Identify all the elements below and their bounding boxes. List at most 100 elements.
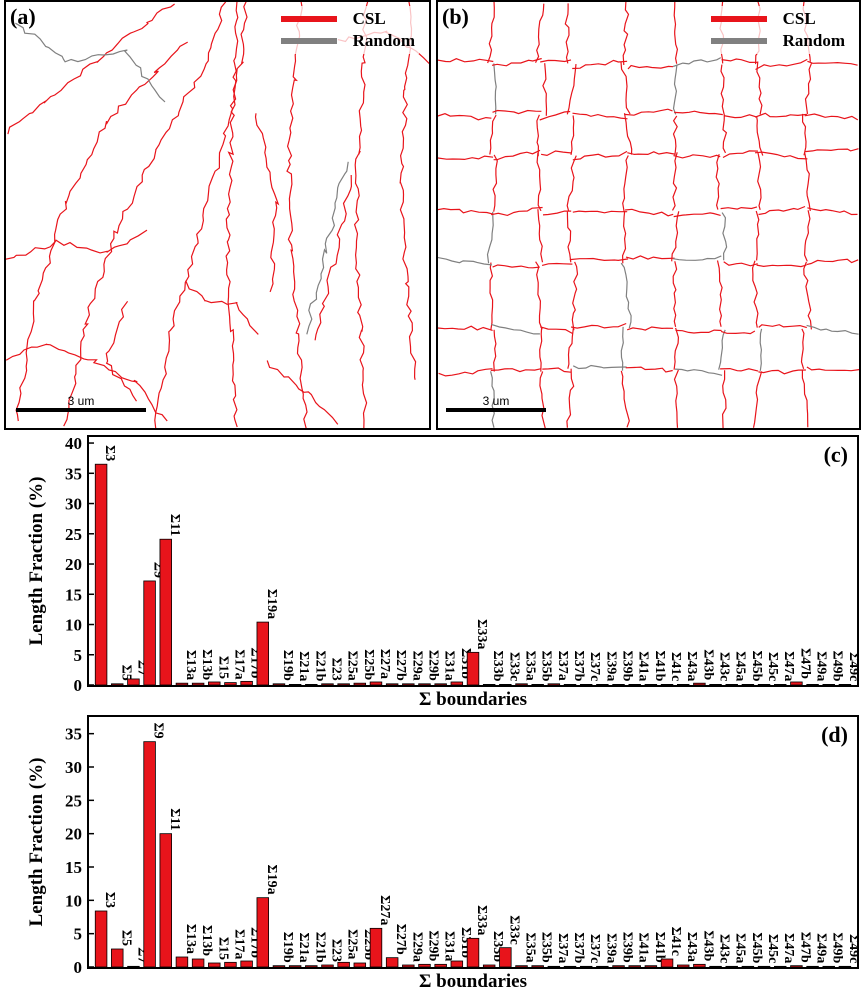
bar-Σ45b (741, 965, 755, 968)
grain-boundary (801, 369, 809, 428)
grain-boundary (540, 59, 572, 63)
y-tick-label: 10 (65, 616, 82, 635)
bar-Σ25a (337, 683, 350, 686)
grain-boundary (620, 326, 624, 371)
grain-boundary (537, 209, 544, 263)
grain-boundary (671, 211, 680, 262)
bar-label: Σ13a (183, 924, 198, 954)
grain-boundary (566, 368, 575, 428)
grain-boundary (399, 2, 417, 380)
bar-label: Σ27a (377, 895, 392, 925)
grain-boundary (564, 3, 570, 64)
bar-Σ29a (402, 683, 415, 686)
grain-boundary (572, 112, 628, 120)
bar-label: Σ11 (167, 514, 182, 536)
scale-bar-a: 3 um (16, 394, 146, 412)
grain-boundary (804, 152, 811, 212)
grain-boundary (306, 161, 349, 335)
legend-b: CSL Random (706, 6, 849, 54)
bar-Σ27a (369, 681, 383, 686)
bar-Σ43c (709, 683, 722, 686)
bar-Σ33c (499, 683, 512, 686)
bar-Σ45c (757, 683, 771, 686)
bar-label: Σ15 (215, 656, 230, 679)
panel-label: (c) (824, 442, 848, 467)
grain-boundary (539, 327, 543, 372)
bar-label: Σ25a (345, 929, 360, 959)
grain-boundary (723, 114, 758, 119)
bar-Σ35b (531, 683, 544, 686)
bar-Σ13b (191, 958, 205, 968)
grain-boundary (540, 150, 572, 157)
grain-boundary (6, 229, 148, 260)
grain-boundary (627, 64, 674, 70)
legend-swatch-random (710, 38, 767, 44)
bar-Σ21b (305, 965, 318, 968)
scale-bar-label: 3 um (67, 394, 95, 408)
bar-label: Σ43b (700, 649, 715, 680)
grain-boundary (572, 150, 628, 161)
bar-Σ49c (838, 683, 852, 686)
bar-label: Σ49b (830, 932, 845, 963)
bar-Σ31b (450, 960, 464, 968)
bar-Σ21a (288, 965, 302, 968)
grain-boundary (721, 212, 728, 261)
bar-Σ41a (628, 965, 641, 968)
bar-label: Σ5 (118, 930, 133, 946)
bar-label: Σ37b (571, 932, 586, 963)
grain-boundary (625, 255, 675, 260)
grain-boundary (569, 257, 629, 262)
bar-label: Σ21a (296, 933, 311, 963)
bar-Σ41c (660, 958, 674, 968)
y-tick-label: 10 (65, 891, 82, 910)
bar-label: Σ37b (571, 650, 586, 681)
bar-Σ5 (111, 683, 124, 686)
grain-boundary (720, 330, 756, 335)
grain-boundary (572, 59, 628, 70)
grain-boundary (438, 207, 494, 215)
bar-label: Σ19b (280, 650, 295, 681)
y-tick-label: 15 (65, 858, 82, 877)
bar-label: Σ35a (523, 651, 538, 681)
bar-Σ49b (822, 683, 835, 686)
bar-Σ37a (547, 683, 561, 686)
bar-Σ17a (224, 961, 237, 968)
grain-boundary (539, 371, 546, 428)
bar-label: Σ23 (328, 939, 343, 962)
grain-boundary (266, 360, 339, 425)
bar-Σ47a (774, 965, 787, 968)
grain-boundary (755, 210, 760, 261)
bar-label: Σ17a (231, 929, 246, 959)
grain-boundary (803, 210, 811, 262)
grain-boundary (7, 3, 175, 135)
grain-boundary (493, 149, 541, 161)
y-tick-label: 0 (74, 676, 83, 695)
bar-Σ27b (385, 957, 399, 968)
grain-boundary (673, 2, 679, 64)
grain-boundary (623, 113, 633, 155)
grain-boundary (807, 60, 858, 66)
grain-boundary (806, 324, 859, 335)
bar-Σ45a (725, 965, 738, 968)
boundary-network-b (438, 2, 859, 428)
grain-boundary (438, 368, 493, 377)
bar-label: Σ45b (749, 932, 764, 963)
bar-label: Σ15 (215, 937, 230, 960)
grain-boundary (622, 2, 630, 66)
grain-boundary (490, 206, 543, 217)
grain-boundary (542, 367, 571, 373)
grain-boundary (674, 368, 723, 376)
bar-label: Σ39b (620, 650, 635, 681)
bar-Σ33a (466, 937, 480, 968)
bar-label: Σ45b (749, 650, 764, 681)
bar-label: Σ29a (409, 651, 424, 681)
bar-label: Σ11 (167, 808, 182, 830)
grain-boundary (567, 326, 575, 369)
bar-label: Σ47a (781, 933, 796, 963)
bar-Σ41c (660, 683, 674, 686)
bar-label: Σ31a (442, 931, 457, 961)
bar-Σ49a (806, 965, 819, 968)
grain-boundary (492, 154, 498, 212)
bar-label: Σ43a (684, 651, 699, 681)
grain-boundary (756, 61, 763, 115)
